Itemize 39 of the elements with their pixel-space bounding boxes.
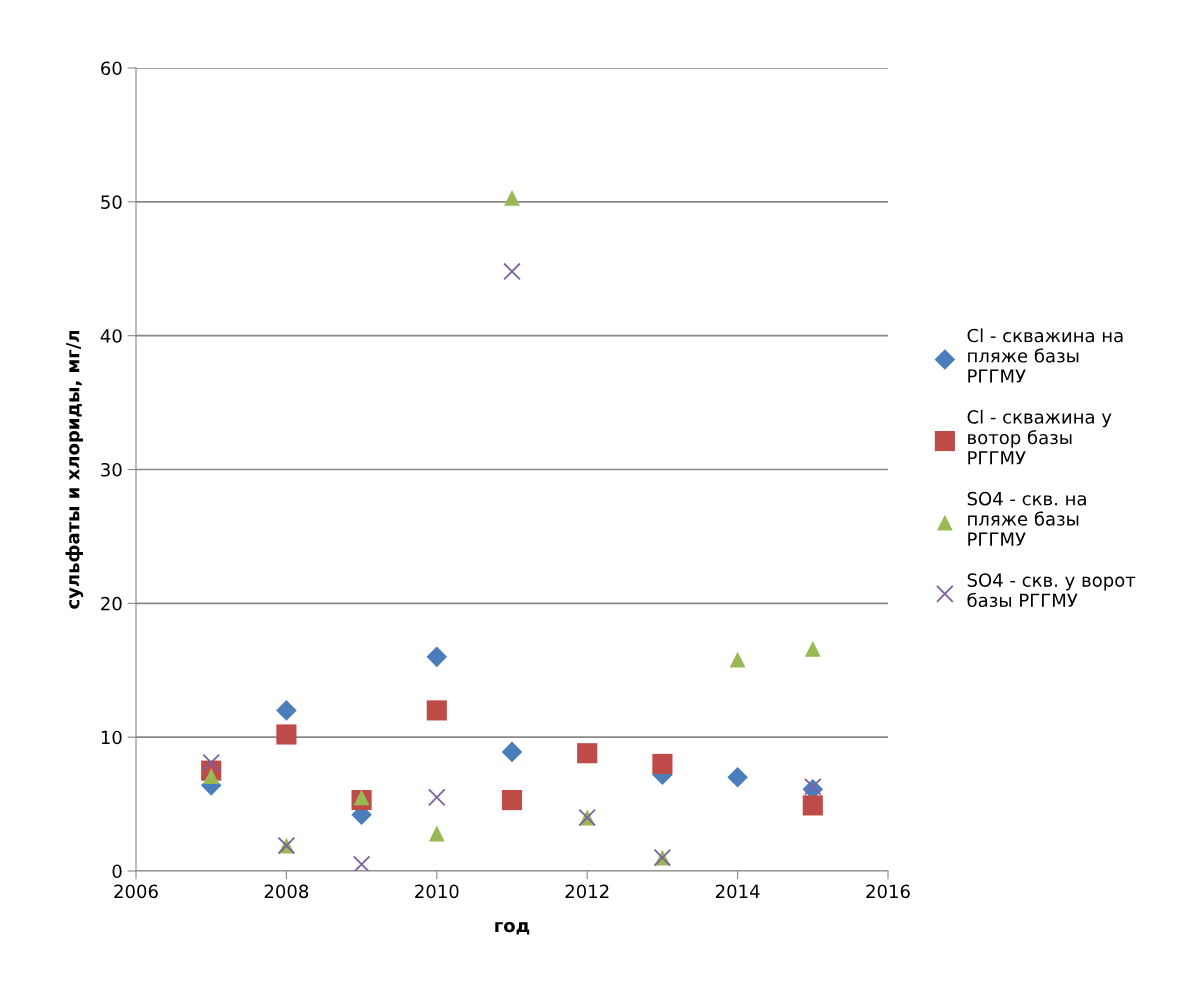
point xyxy=(727,767,748,788)
y-tick-label: 0 xyxy=(112,864,122,879)
point xyxy=(276,724,297,745)
point xyxy=(501,741,523,763)
y-tick-label: 40 xyxy=(100,329,122,343)
point xyxy=(202,753,221,772)
x-tick-label: 2008 xyxy=(264,884,309,899)
point xyxy=(504,189,520,206)
y-tick-label: 20 xyxy=(101,596,122,611)
legend-label: Cl - скважина на пляже базы РГГМУ xyxy=(967,328,1123,383)
point xyxy=(276,700,297,721)
point xyxy=(426,646,448,668)
y-tick-label: 10 xyxy=(101,730,122,745)
point xyxy=(652,753,673,774)
legend-label: Cl - скважина у вотор базы РГГМУ xyxy=(967,409,1112,465)
x-tick-label: 2006 xyxy=(114,884,158,899)
x-tick-label: 2014 xyxy=(715,884,760,899)
point xyxy=(353,789,370,806)
point xyxy=(802,795,823,816)
point xyxy=(426,700,447,721)
legend-label: SO4 - скв. на пляже базы РГГМУ xyxy=(967,491,1086,546)
point xyxy=(428,825,445,842)
y-tick-label: 50 xyxy=(101,195,122,209)
point xyxy=(352,855,371,871)
point xyxy=(577,743,598,764)
y-axis-title: сульфаты и хлориды, мг/л xyxy=(65,330,84,609)
y-tick-label: 60 xyxy=(101,61,122,76)
x-tick-label: 2016 xyxy=(866,884,910,899)
point xyxy=(501,790,523,811)
point xyxy=(427,788,446,807)
point xyxy=(729,651,746,668)
y-tick-label: 30 xyxy=(101,462,122,477)
x-axis-title: год xyxy=(495,921,530,935)
x-tick-label: 2010 xyxy=(415,884,459,899)
point xyxy=(804,640,821,657)
point xyxy=(203,768,220,784)
legend-label: SO4 - скв. у ворот базы РГГМУ xyxy=(967,573,1136,608)
point xyxy=(503,262,521,281)
x-tick-label: 2012 xyxy=(565,884,609,899)
